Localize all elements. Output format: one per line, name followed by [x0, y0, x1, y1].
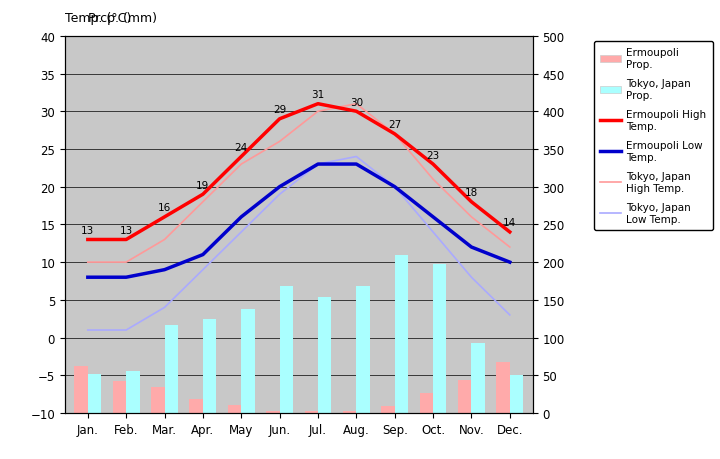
Bar	[266, 411, 279, 413]
Text: 29: 29	[273, 105, 287, 115]
Legend: Ermoupoli
Prop., Tokyo, Japan
Prop., Ermoupoli High
Temp., Ermoupoli Low
Temp., : Ermoupoli Prop., Tokyo, Japan Prop., Erm…	[594, 42, 713, 230]
Bar	[472, 343, 485, 413]
Bar	[151, 387, 165, 413]
Text: 18: 18	[465, 188, 478, 198]
Bar	[74, 366, 88, 413]
Bar	[165, 325, 178, 413]
Bar	[189, 399, 203, 413]
Bar	[305, 411, 318, 413]
Text: Prcp. (mm): Prcp. (mm)	[88, 12, 157, 25]
Bar	[343, 411, 356, 413]
Text: 31: 31	[311, 90, 325, 100]
Bar	[433, 264, 446, 413]
Text: 30: 30	[350, 97, 363, 107]
Bar	[510, 375, 523, 413]
Bar	[88, 374, 102, 413]
Bar	[126, 371, 140, 413]
Bar	[241, 309, 255, 413]
Text: 13: 13	[120, 225, 132, 235]
Bar	[113, 381, 126, 413]
Text: 16: 16	[158, 203, 171, 213]
Bar	[203, 319, 216, 413]
Text: 14: 14	[503, 218, 516, 228]
Text: 27: 27	[388, 120, 401, 130]
Bar	[458, 380, 472, 413]
Text: 23: 23	[426, 150, 440, 160]
Text: 24: 24	[235, 143, 248, 153]
Bar	[318, 297, 331, 413]
Bar	[496, 362, 510, 413]
Text: Temp. (°C): Temp. (°C)	[65, 12, 131, 25]
Bar	[356, 286, 370, 413]
Bar	[420, 393, 433, 413]
Bar	[279, 286, 293, 413]
Bar	[228, 406, 241, 413]
Text: 13: 13	[81, 225, 94, 235]
Bar	[382, 406, 395, 413]
Bar	[395, 255, 408, 413]
Text: 19: 19	[197, 180, 210, 190]
